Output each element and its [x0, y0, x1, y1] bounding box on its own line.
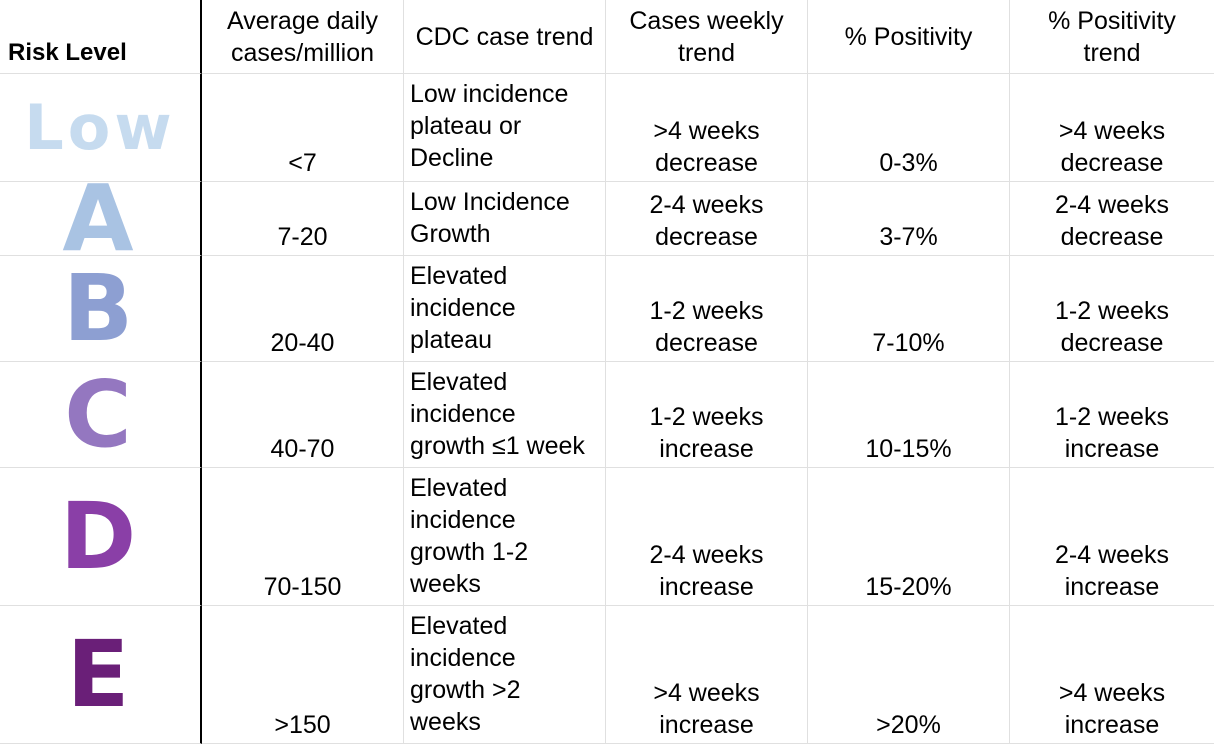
cases-weekly-cell: 2-4 weeks increase [606, 468, 808, 606]
cdc-trend-value: Elevated incidence growth ≤1 week [410, 368, 585, 460]
cases-weekly-cell: 1-2 weeks increase [606, 362, 808, 468]
header-cdc-trend-label: CDC case trend [415, 22, 594, 51]
avg-daily-cell: 40-70 [202, 362, 404, 468]
positivity-trend-cell: 2-4 weeks decrease [1010, 182, 1214, 256]
cdc-trend-cell: Elevated incidence growth ≤1 week [404, 362, 606, 468]
avg-daily-cell: 20-40 [202, 256, 404, 362]
risk-level-label: E [66, 620, 134, 728]
positivity-cell: 7-10% [808, 256, 1010, 362]
cases-weekly-value: 2-4 weeks increase [649, 541, 764, 601]
cdc-trend-value: Elevated incidence growth >2 weeks [410, 612, 521, 736]
avg-daily-cell: 70-150 [202, 468, 404, 606]
risk-cell: Low [0, 74, 202, 182]
cases-weekly-cell: 2-4 weeks decrease [606, 182, 808, 256]
avg-daily-value: 70-150 [263, 573, 342, 601]
avg-daily-value: <7 [288, 149, 317, 177]
risk-level-label: B [62, 256, 138, 362]
avg-daily-cell: 7-20 [202, 182, 404, 256]
risk-cell: A [0, 182, 202, 256]
risk-level-label: Low [24, 90, 176, 164]
cases-weekly-value: >4 weeks decrease [653, 117, 760, 177]
header-positivity-trend-label: % Positivity trend [1048, 6, 1176, 67]
header-risk-level-label: Risk Level [8, 39, 127, 66]
header-positivity-label: % Positivity [844, 22, 973, 51]
cases-weekly-cell: >4 weeks increase [606, 606, 808, 744]
positivity-trend-value: 1-2 weeks increase [1055, 403, 1169, 463]
positivity-value: 7-10% [872, 329, 945, 357]
cases-weekly-value: 1-2 weeks decrease [649, 297, 764, 357]
positivity-trend-value: >4 weeks increase [1058, 679, 1166, 739]
risk-level-label: A [62, 182, 138, 256]
positivity-value: 3-7% [879, 223, 938, 251]
positivity-trend-cell: >4 weeks decrease [1010, 74, 1214, 182]
positivity-value: >20% [876, 711, 941, 739]
cdc-trend-cell: Elevated incidence plateau [404, 256, 606, 362]
positivity-trend-value: >4 weeks decrease [1058, 117, 1166, 177]
positivity-cell: 10-15% [808, 362, 1010, 468]
cases-weekly-value: 2-4 weeks decrease [649, 191, 764, 251]
header-cases-weekly-label: Cases weekly trend [629, 6, 784, 67]
risk-level-label: C [64, 362, 136, 468]
avg-daily-cell: >150 [202, 606, 404, 744]
positivity-trend-cell: 1-2 weeks increase [1010, 362, 1214, 468]
positivity-trend-cell: >4 weeks increase [1010, 606, 1214, 744]
cases-weekly-cell: 1-2 weeks decrease [606, 256, 808, 362]
risk-cell: E [0, 606, 202, 744]
positivity-cell: 3-7% [808, 182, 1010, 256]
positivity-trend-cell: 1-2 weeks decrease [1010, 256, 1214, 362]
positivity-trend-value: 2-4 weeks decrease [1055, 191, 1169, 251]
header-positivity-trend: % Positivity trend [1010, 0, 1214, 74]
cdc-trend-cell: Low incidence plateau or Decline [404, 74, 606, 182]
positivity-trend-cell: 2-4 weeks increase [1010, 468, 1214, 606]
header-cdc-trend: CDC case trend [404, 0, 606, 74]
cdc-trend-value: Low Incidence Growth [410, 188, 570, 248]
risk-level-label: D [59, 482, 141, 590]
avg-daily-value: >150 [274, 711, 331, 739]
risk-cell: C [0, 362, 202, 468]
positivity-cell: >20% [808, 606, 1010, 744]
positivity-cell: 0-3% [808, 74, 1010, 182]
risk-cell: B [0, 256, 202, 362]
positivity-value: 10-15% [865, 435, 952, 463]
risk-cell: D [0, 468, 202, 606]
cases-weekly-value: >4 weeks increase [653, 679, 760, 739]
avg-daily-value: 20-40 [270, 329, 335, 357]
cases-weekly-cell: >4 weeks decrease [606, 74, 808, 182]
cdc-trend-cell: Elevated incidence growth 1-2 weeks [404, 468, 606, 606]
positivity-value: 15-20% [865, 573, 952, 601]
header-avg-daily-label: Average daily cases/million [226, 6, 379, 67]
header-avg-daily: Average daily cases/million [202, 0, 404, 74]
cdc-trend-value: Low incidence plateau or Decline [410, 80, 569, 172]
avg-daily-value: 7-20 [277, 223, 328, 251]
cases-weekly-value: 1-2 weeks increase [649, 403, 764, 463]
header-cases-weekly: Cases weekly trend [606, 0, 808, 74]
cdc-trend-cell: Low Incidence Growth [404, 182, 606, 256]
avg-daily-cell: <7 [202, 74, 404, 182]
cdc-trend-value: Elevated incidence plateau [410, 262, 516, 354]
cdc-trend-value: Elevated incidence growth 1-2 weeks [410, 474, 529, 598]
positivity-trend-value: 1-2 weeks decrease [1055, 297, 1169, 357]
avg-daily-value: 40-70 [270, 435, 335, 463]
cdc-trend-cell: Elevated incidence growth >2 weeks [404, 606, 606, 744]
positivity-cell: 15-20% [808, 468, 1010, 606]
positivity-trend-value: 2-4 weeks increase [1055, 541, 1169, 601]
header-positivity: % Positivity [808, 0, 1010, 74]
header-risk-level: Risk Level [0, 0, 202, 74]
positivity-value: 0-3% [879, 149, 938, 177]
